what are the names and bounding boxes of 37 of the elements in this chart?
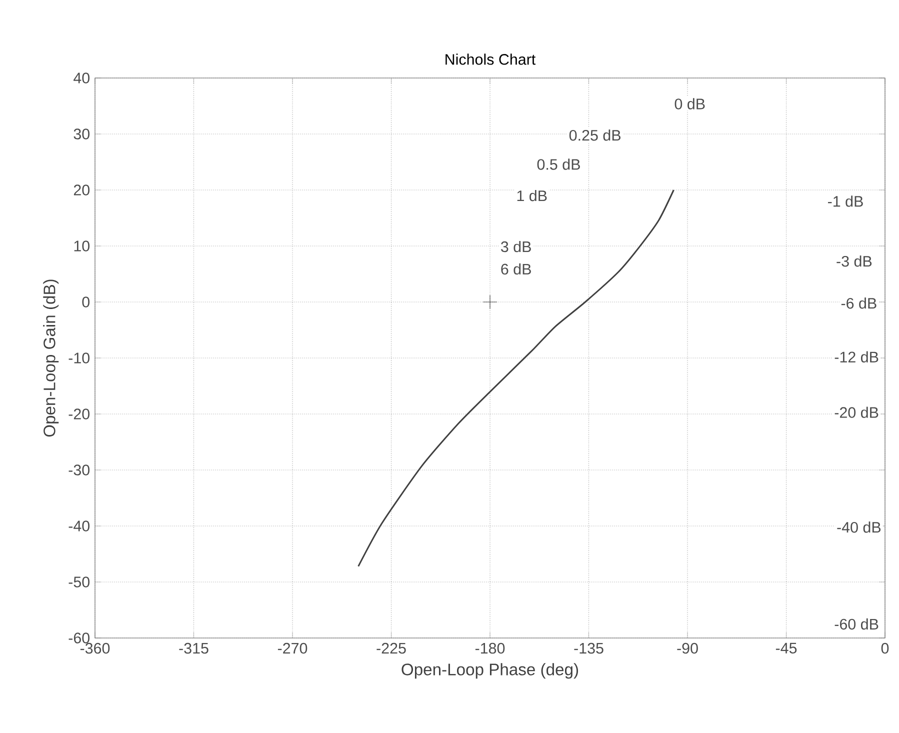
annotation: -6 dB (841, 298, 876, 309)
x-tick-label: -315 (179, 642, 208, 654)
y-tick-label: -40 (68, 520, 90, 532)
y-tick-label: -20 (68, 408, 90, 420)
y-tick-label: 10 (74, 240, 90, 252)
annotation: -60 dB (834, 618, 878, 630)
annotation: 0.25 dB (569, 130, 620, 141)
x-axis-title: Open-Loop Phase (deg) (402, 663, 578, 679)
x-tick-label: 0 (881, 642, 889, 654)
x-tick-label: -270 (278, 642, 308, 654)
y-tick-label: -10 (68, 352, 90, 364)
x-tick-label: -225 (376, 642, 406, 654)
y-tick-label: 20 (74, 184, 90, 196)
x-tick-label: -90 (677, 642, 698, 654)
annotation: -20 dB (834, 406, 878, 418)
annotation: 6 dB (501, 263, 531, 275)
y-tick-label: -50 (68, 576, 90, 588)
annotation: -12 dB (834, 351, 878, 362)
y-tick-label: -30 (68, 464, 90, 476)
line-series (358, 189, 674, 568)
annotation: 0 dB (674, 98, 705, 110)
chart-title: Nichols Chart (446, 54, 536, 65)
x-tick-label: -45 (776, 642, 797, 654)
x-tick-label: -360 (80, 642, 110, 654)
y-tick-label: 30 (74, 128, 90, 140)
annotation: -3 dB (836, 256, 872, 267)
annotation: 1 dB (517, 190, 547, 202)
y-tick-label: 40 (74, 72, 90, 84)
annotation: 0.5 dB (537, 158, 580, 170)
x-tick-label: -135 (574, 642, 604, 654)
annotation: 3 dB (501, 240, 531, 252)
y-axis-title: Open-Loop Gain (dB) (43, 280, 59, 437)
y-tick-label: 0 (82, 296, 90, 308)
x-tick-label: -180 (475, 642, 505, 654)
annotation: -1 dB (828, 196, 863, 207)
y-tick-label: -60 (68, 632, 90, 644)
annotation: -40 dB (837, 522, 881, 533)
